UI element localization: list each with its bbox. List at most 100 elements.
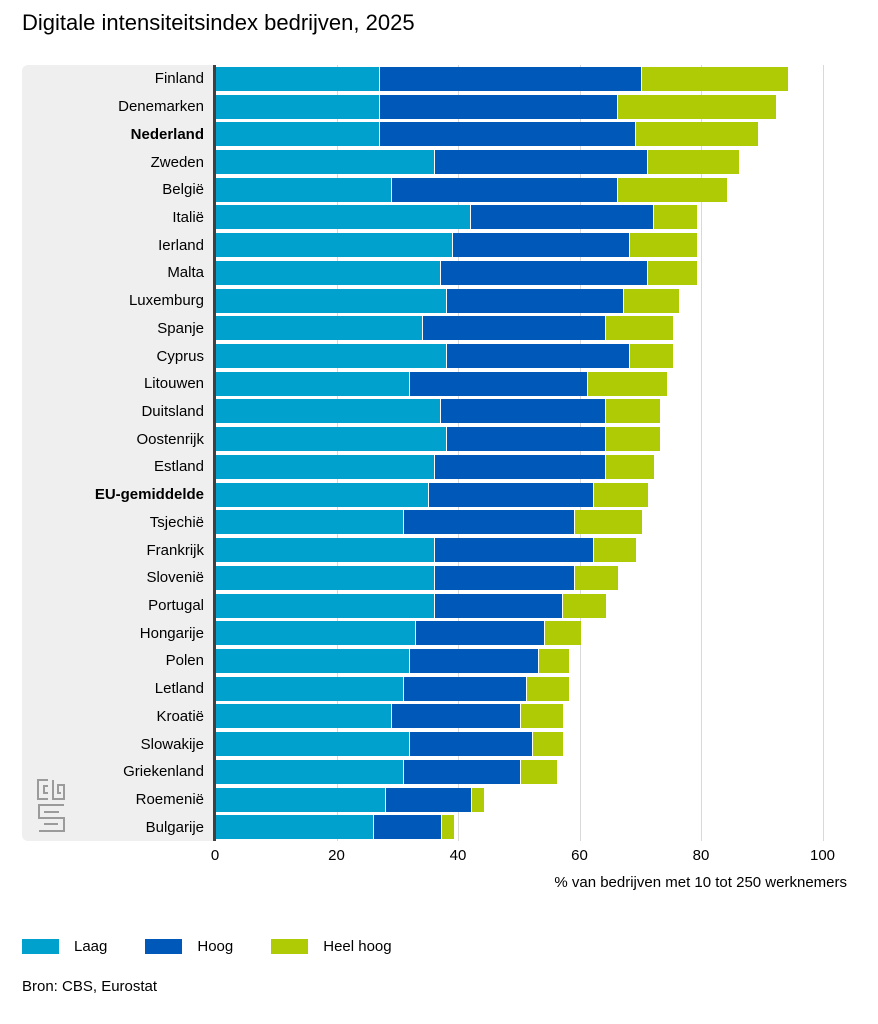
bar-segment-heel-hoog[interactable] [587, 371, 667, 396]
bar-segment-laag[interactable] [215, 288, 446, 313]
bar-segment-heel-hoog[interactable] [630, 233, 697, 258]
category-label: Portugal [148, 597, 204, 615]
bar-segment-laag[interactable] [215, 787, 386, 812]
bar-segment-hoog[interactable] [440, 399, 605, 424]
bar-segment-heel-hoog[interactable] [605, 454, 655, 479]
bar-segment-laag[interactable] [215, 260, 440, 285]
bar-segment-heel-hoog[interactable] [630, 344, 673, 369]
bar-segment-laag[interactable] [215, 759, 404, 784]
bar-segment-laag[interactable] [215, 94, 380, 119]
bar-segment-hoog[interactable] [380, 66, 642, 91]
legend-swatch [271, 939, 309, 954]
bar-segment-laag[interactable] [215, 344, 446, 369]
bar-segment-laag[interactable] [215, 150, 434, 175]
bar-segment-laag[interactable] [215, 177, 392, 202]
bar-segment-hoog[interactable] [410, 732, 532, 757]
bar-segment-hoog[interactable] [392, 704, 520, 729]
bar-segment-hoog[interactable] [434, 454, 605, 479]
bar-segment-hoog[interactable] [446, 427, 605, 452]
category-label: Nederland [130, 125, 204, 143]
bar-segment-hoog[interactable] [428, 482, 593, 507]
bar-segment-laag[interactable] [215, 399, 440, 424]
bar-segment-laag[interactable] [215, 621, 416, 646]
bar-segment-heel-hoog[interactable] [605, 427, 661, 452]
category-label: EU-gemiddelde [94, 486, 204, 504]
bar-segment-hoog[interactable] [410, 371, 587, 396]
bar-segment-heel-hoog[interactable] [545, 621, 582, 646]
bar-segment-heel-hoog[interactable] [575, 510, 643, 535]
bar-segment-hoog[interactable] [434, 150, 648, 175]
bar-segment-laag[interactable] [215, 510, 404, 535]
bar-segment-heel-hoog[interactable] [526, 676, 570, 701]
chart-row: Oostenrijk [22, 425, 847, 453]
bar-segment-hoog[interactable] [416, 621, 545, 646]
bar-segment-laag[interactable] [215, 565, 434, 590]
bar-stack [215, 732, 847, 757]
bar-segment-heel-hoog[interactable] [441, 815, 454, 840]
bar-stack [215, 288, 847, 313]
bar-segment-laag[interactable] [215, 593, 434, 618]
bar-segment-heel-hoog[interactable] [636, 122, 758, 147]
bar-segment-laag[interactable] [215, 815, 373, 840]
bar-segment-laag[interactable] [215, 371, 410, 396]
bar-segment-heel-hoog[interactable] [624, 288, 679, 313]
bar-segment-laag[interactable] [215, 704, 392, 729]
bar-segment-heel-hoog[interactable] [654, 205, 697, 230]
bar-segment-heel-hoog[interactable] [617, 94, 776, 119]
bar-segment-laag[interactable] [215, 676, 404, 701]
bar-segment-hoog[interactable] [404, 759, 520, 784]
bar-segment-hoog[interactable] [434, 593, 563, 618]
bar-segment-hoog[interactable] [410, 648, 538, 673]
chart-row: Italië [22, 204, 847, 232]
bar-segment-heel-hoog[interactable] [617, 177, 728, 202]
bar-segment-hoog[interactable] [404, 510, 575, 535]
bar-segment-heel-hoog[interactable] [642, 66, 789, 91]
bar-segment-hoog[interactable] [386, 787, 472, 812]
chart-row: Tsjechië [22, 509, 847, 537]
bar-segment-laag[interactable] [215, 648, 410, 673]
bar-segment-heel-hoog[interactable] [575, 565, 618, 590]
bar-segment-heel-hoog[interactable] [532, 732, 564, 757]
bar-segment-hoog[interactable] [373, 815, 441, 840]
bar-segment-hoog[interactable] [380, 94, 617, 119]
bar-segment-hoog[interactable] [422, 316, 605, 341]
bar-segment-laag[interactable] [215, 732, 410, 757]
bar-segment-heel-hoog[interactable] [563, 593, 606, 618]
bar-segment-laag[interactable] [215, 205, 471, 230]
bar-segment-heel-hoog[interactable] [472, 787, 485, 812]
bar-segment-hoog[interactable] [404, 676, 526, 701]
bar-segment-heel-hoog[interactable] [648, 260, 697, 285]
bar-segment-laag[interactable] [215, 427, 446, 452]
bar-segment-heel-hoog[interactable] [605, 316, 673, 341]
bar-stack [215, 260, 847, 285]
chart-row: Polen [22, 647, 847, 675]
tick-label: 80 [692, 847, 710, 864]
bar-segment-laag[interactable] [215, 316, 422, 341]
bar-segment-hoog[interactable] [452, 233, 630, 258]
bar-segment-hoog[interactable] [392, 177, 617, 202]
bar-segment-heel-hoog[interactable] [648, 150, 740, 175]
bar-segment-laag[interactable] [215, 122, 380, 147]
bar-segment-hoog[interactable] [446, 288, 624, 313]
plot-gridlines [215, 65, 847, 841]
chart-row: Frankrijk [22, 536, 847, 564]
bar-segment-heel-hoog[interactable] [520, 759, 558, 784]
bar-segment-laag[interactable] [215, 482, 428, 507]
bar-segment-hoog[interactable] [434, 565, 575, 590]
bar-segment-hoog[interactable] [446, 344, 630, 369]
bar-segment-hoog[interactable] [440, 260, 648, 285]
bar-segment-heel-hoog[interactable] [520, 704, 564, 729]
bar-segment-laag[interactable] [215, 538, 434, 563]
chart-row: Roemenië [22, 786, 847, 814]
bar-segment-hoog[interactable] [434, 538, 593, 563]
bar-segment-heel-hoog[interactable] [593, 482, 649, 507]
bar-segment-heel-hoog[interactable] [605, 399, 661, 424]
bar-segment-laag[interactable] [215, 454, 434, 479]
bar-segment-hoog[interactable] [380, 122, 636, 147]
bar-segment-laag[interactable] [215, 66, 380, 91]
bar-segment-laag[interactable] [215, 233, 452, 258]
chart-row: België [22, 176, 847, 204]
bar-segment-heel-hoog[interactable] [538, 648, 570, 673]
bar-segment-hoog[interactable] [471, 205, 654, 230]
bar-segment-heel-hoog[interactable] [593, 538, 637, 563]
